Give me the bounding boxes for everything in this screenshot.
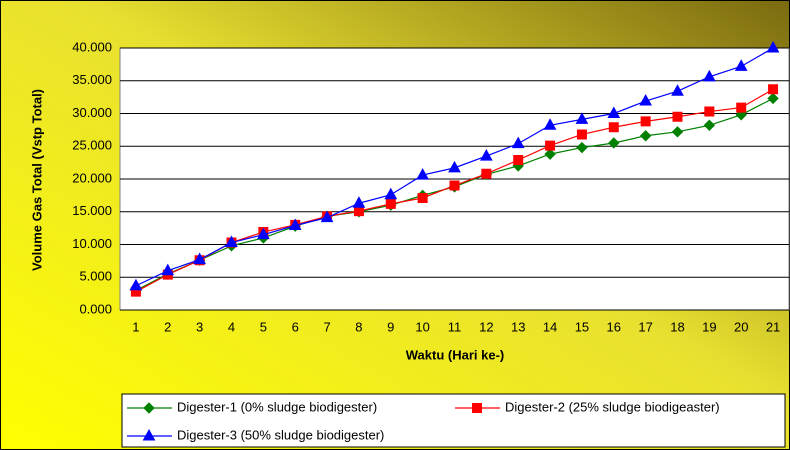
marker [576,129,587,140]
marker [545,140,556,151]
y-tick-label: 0.000 [79,301,112,316]
x-tick-label: 10 [415,319,429,334]
marker [385,198,396,209]
legend-label: Digester-1 (0% sludge biodigester) [177,399,377,414]
y-tick-label: 5.000 [79,269,112,284]
marker [513,155,524,166]
x-tick-label: 6 [292,319,299,334]
marker [448,160,461,173]
legend-marker [142,428,156,441]
marker [480,149,493,161]
x-tick-label: 15 [575,319,589,334]
marker [225,235,238,248]
marker [639,94,652,106]
x-tick-label: 16 [607,319,621,334]
y-tick-label: 20.000 [72,170,112,185]
x-axis-title: Waktu (Hari ke-) [406,347,504,362]
marker [353,206,364,217]
marker [576,141,588,154]
x-tick-label: 9 [387,319,394,334]
marker [768,84,779,95]
marker [544,148,556,160]
marker [352,196,366,208]
x-tick-label: 7 [323,319,330,334]
x-tick-label: 17 [638,319,652,334]
legend-marker [472,403,482,413]
x-tick-label: 20 [734,319,748,334]
x-tick-label: 4 [228,319,235,334]
x-tick-label: 2 [164,319,171,334]
marker [449,180,460,191]
x-tick-label: 21 [766,319,780,334]
marker [288,218,302,231]
marker [703,119,716,131]
marker [607,106,621,118]
marker [703,69,716,82]
marker [320,210,334,223]
marker [511,136,525,149]
marker [734,59,748,71]
x-tick-label: 13 [511,319,525,334]
x-tick-label: 5 [260,319,267,334]
x-tick-label: 12 [479,319,493,334]
x-tick-label: 14 [543,319,557,334]
legend-marker [143,402,155,414]
legend-label: Digester-2 (25% sludge biodigeaster) [505,399,720,414]
marker [608,122,619,133]
y-tick-label: 25.000 [72,138,112,153]
marker [481,168,492,179]
y-tick-label: 15.000 [72,203,112,218]
marker [416,168,429,180]
y-axis-title: Volume Gas Total (Vstp Total) [29,89,44,271]
marker [671,126,684,138]
x-tick-label: 3 [196,319,203,334]
marker [543,118,557,130]
y-tick-label: 30.000 [72,105,112,120]
legend [121,393,786,448]
marker [257,227,270,240]
x-tick-label: 19 [702,319,716,334]
legend-label: Digester-3 (50% sludge biodigester) [177,427,384,442]
marker [672,111,683,122]
x-tick-label: 18 [670,319,684,334]
y-tick-label: 40.000 [72,39,112,54]
y-tick-label: 10.000 [72,236,112,251]
marker [766,40,780,53]
marker [736,102,747,113]
marker [193,252,206,265]
marker [608,137,620,149]
x-tick-label: 8 [355,319,362,334]
marker [767,92,779,105]
marker [417,192,428,203]
marker [671,84,684,96]
x-tick-label: 11 [448,319,462,334]
marker [161,263,175,276]
marker [640,116,651,127]
marker [704,106,715,117]
marker [575,112,589,124]
marker [384,187,398,200]
x-tick-label: 1 [132,319,139,334]
marker [129,278,143,291]
marker [639,130,652,142]
y-tick-label: 35.000 [72,72,112,87]
